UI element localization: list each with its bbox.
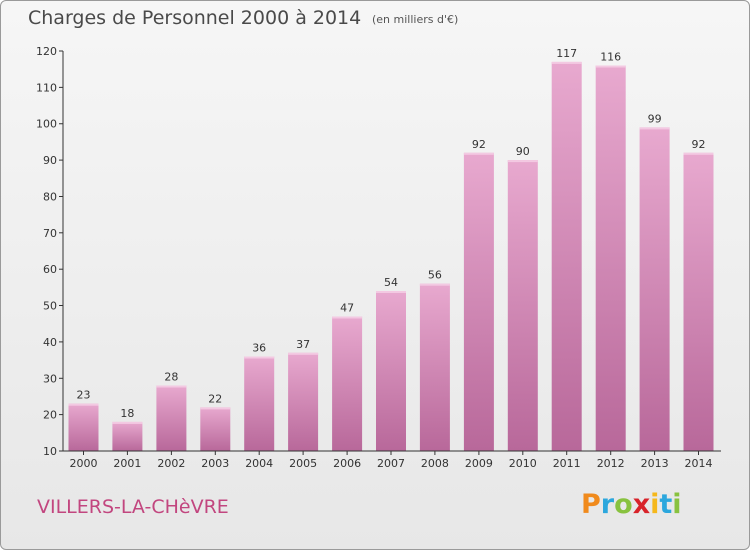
city-name: VILLERS-LA-CHèVRE [37,496,229,518]
data-label-2010: 90 [516,145,530,158]
bar-2012 [595,65,626,451]
bar-top-highlight [288,352,319,355]
bar-2008 [419,283,450,451]
x-tick-label-2010: 2010 [509,457,537,470]
bar-top-highlight [551,61,582,64]
data-label-2013: 99 [648,112,662,125]
bar-top-highlight [507,160,538,163]
bar-2014 [683,152,714,452]
bar-2005 [288,352,319,451]
y-tick-label-20: 20 [43,409,57,422]
bar-top-highlight [463,152,494,155]
logo-letter: P [581,489,601,520]
proxiti-logo: Proxiti [581,489,682,520]
y-tick-label-100: 100 [36,118,57,131]
data-label-2009: 92 [472,138,486,151]
logo-letter: o [614,489,633,520]
y-tick-label-30: 30 [43,372,57,385]
bar-top-highlight [200,407,231,410]
x-tick-label-2009: 2009 [465,457,493,470]
data-label-2006: 47 [340,302,354,315]
logo-letter: t [659,489,673,520]
chart-title: Charges de Personnel 2000 à 2014 [28,7,362,29]
logo-letter: r [600,489,615,520]
x-tick-label-2008: 2008 [421,457,449,470]
data-label-2001: 18 [120,407,134,420]
bar-top-highlight [244,356,275,359]
x-tick-label-2014: 2014 [685,457,713,470]
chart-subtitle: (en milliers d'€) [372,13,459,26]
x-tick-label-2002: 2002 [157,457,185,470]
x-tick-label-2007: 2007 [377,457,405,470]
data-label-2012: 116 [600,51,621,64]
bar-top-highlight [683,152,714,155]
logo-letter: x [632,489,651,520]
x-tick-label-2005: 2005 [289,457,317,470]
bar-2009 [463,152,494,452]
bar-2006 [332,316,363,451]
y-tick-label-70: 70 [43,227,57,240]
bar-top-highlight [639,127,670,130]
bar-top-highlight [156,385,187,388]
y-tick-label-110: 110 [36,81,57,94]
bar-top-highlight [595,65,626,68]
data-label-2000: 23 [77,389,91,402]
bar-2013 [639,127,670,452]
data-label-2003: 22 [208,392,222,405]
bar-2002 [156,385,187,451]
axes-group: 2000 2001 2002 2003 2004 2005 2006 2007 2008 2009… [36,45,721,470]
x-tick-label-2012: 2012 [597,457,625,470]
logo-letter: i [672,489,682,520]
bars-group: 23 18 28 22 36 37 47 54 56 92 90 117 116 99 92 [68,47,714,452]
bar-top-highlight [68,403,99,406]
bar-2011 [551,61,582,452]
data-label-2014: 92 [692,138,706,151]
bar-top-highlight [332,316,363,319]
x-tick-label-2006: 2006 [333,457,361,470]
y-tick-label-120: 120 [36,45,57,58]
y-tick-label-10: 10 [43,445,57,458]
data-label-2008: 56 [428,269,442,282]
bar-2010 [507,160,538,451]
logo-letter: i [650,489,660,520]
x-tick-label-2011: 2011 [553,457,581,470]
x-tick-label-2001: 2001 [113,457,141,470]
bar-top-highlight [112,421,143,424]
bar-top-highlight [419,283,450,286]
bar-2004 [244,356,275,451]
y-tick-label-40: 40 [43,336,57,349]
x-tick-label-2004: 2004 [245,457,273,470]
data-label-2002: 28 [164,371,178,384]
data-label-2004: 36 [252,342,266,355]
data-label-2005: 37 [296,338,310,351]
bar-2000 [68,403,99,451]
bar-2007 [376,291,406,451]
x-tick-label-2013: 2013 [641,457,669,470]
y-tick-label-50: 50 [43,300,57,313]
y-tick-label-60: 60 [43,263,57,276]
x-tick-label-2003: 2003 [201,457,229,470]
bar-2001 [112,421,143,451]
data-label-2011: 117 [556,47,577,60]
data-label-2007: 54 [384,276,398,289]
y-tick-label-90: 90 [43,154,57,167]
y-tick-label-80: 80 [43,191,57,204]
x-tick-label-2000: 2000 [70,457,98,470]
bar-2003 [200,407,231,451]
bar-top-highlight [376,291,406,293]
